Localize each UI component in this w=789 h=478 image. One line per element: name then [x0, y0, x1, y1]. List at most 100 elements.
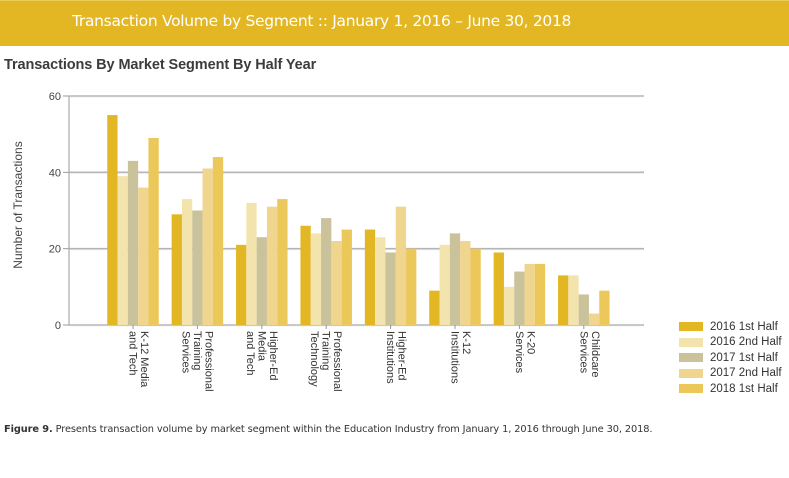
- legend-item: 2017 2nd Half: [679, 366, 782, 382]
- bar: [375, 237, 386, 325]
- bar: [212, 157, 224, 325]
- bar: [588, 313, 600, 325]
- bar: [460, 241, 471, 325]
- legend-label: 2016 2nd Half: [710, 336, 782, 349]
- x-tick-label-line: Professional: [202, 331, 214, 392]
- legend-label: 2016 1st Half: [710, 320, 778, 333]
- bar: [341, 229, 352, 325]
- x-tick-label-line: Media: [255, 331, 267, 362]
- bar: [138, 187, 149, 325]
- bar: [331, 241, 342, 325]
- bar: [395, 206, 407, 325]
- bar: [514, 271, 525, 325]
- bar: [266, 206, 278, 325]
- legend-swatch: [679, 368, 703, 378]
- caption-text: Presents transaction volume by market se…: [52, 424, 653, 435]
- caption-label: Figure 9.: [4, 424, 53, 435]
- x-tick-label-line: Higher-Ed: [396, 331, 408, 381]
- bar: [192, 210, 203, 325]
- legend-label: 2017 2nd Half: [710, 367, 782, 380]
- legend-swatch: [679, 322, 703, 332]
- legend-label: 2017 1st Half: [710, 351, 778, 364]
- legend-label: 2018 1st Half: [710, 382, 778, 395]
- bar-group: [429, 233, 481, 325]
- bar: [321, 218, 332, 325]
- x-tick-label-line: Services: [513, 331, 525, 374]
- x-tick-label-line: Childcare: [589, 331, 601, 377]
- banner-title: Transaction Volume by Segment :: January…: [72, 12, 572, 30]
- bar-group: [171, 157, 224, 325]
- bar: [493, 252, 504, 325]
- bar: [599, 290, 610, 325]
- bar: [558, 275, 569, 325]
- y-tick-label: 60: [49, 91, 61, 103]
- figure-caption: Figure 9. Presents transaction volume by…: [4, 424, 653, 435]
- x-tick-label-line: Institutions: [449, 331, 461, 384]
- x-tick-label-line: Training: [191, 331, 203, 370]
- bar: [364, 229, 376, 325]
- bar: [310, 233, 322, 325]
- x-tick-label-line: Training: [320, 331, 332, 370]
- bar-group: [107, 115, 159, 325]
- bar: [236, 244, 247, 325]
- bar: [202, 168, 213, 325]
- x-tick-label-line: Institutions: [384, 331, 396, 384]
- x-tick-label-line: and Tech: [244, 331, 256, 375]
- legend-swatch: [679, 384, 703, 394]
- bar: [503, 286, 515, 325]
- bar: [385, 252, 396, 325]
- bar-group: [493, 252, 546, 325]
- bar: [568, 275, 579, 325]
- x-tick-label-line: Higher-Ed: [267, 331, 279, 381]
- gridlines: [69, 95, 644, 327]
- y-axis-title: Number of Transactions: [11, 141, 25, 268]
- bars: [107, 115, 610, 325]
- bar: [127, 160, 139, 325]
- x-tick-label-line: K-20: [524, 331, 536, 354]
- y-axis: 0 20 40 60: [49, 91, 70, 332]
- bar: [246, 202, 257, 325]
- x-tick-label-line: Services: [577, 331, 589, 374]
- bar: [470, 248, 481, 325]
- bar: [406, 248, 417, 325]
- y-tick-label: 40: [49, 167, 61, 179]
- x-tick-label-line: Technology: [308, 331, 320, 387]
- bar-group: [558, 275, 610, 325]
- legend-item: 2018 1st Half: [679, 381, 782, 397]
- bar: [117, 176, 128, 325]
- bar: [107, 115, 118, 325]
- x-tick-label-line: K-12: [460, 331, 472, 354]
- bar: [439, 244, 450, 325]
- bar-group: [300, 218, 352, 325]
- x-tick-label-line: Professional: [331, 331, 343, 392]
- legend-item: 2016 2nd Half: [679, 335, 782, 351]
- bar: [148, 137, 159, 325]
- y-tick-label: 0: [55, 320, 61, 332]
- legend-item: 2017 1st Half: [679, 350, 782, 366]
- x-tick-label-line: and Tech: [127, 331, 139, 375]
- legend-item: 2016 1st Half: [679, 319, 782, 335]
- bar: [256, 237, 267, 325]
- bar: [277, 199, 288, 325]
- bar-group: [364, 206, 417, 325]
- x-tick-label-line: Services: [179, 331, 191, 374]
- y-tick-label: 20: [49, 244, 61, 256]
- bar: [534, 263, 546, 325]
- legend: 2016 1st Half 2016 2nd Half 2017 1st Half 2…: [679, 319, 782, 397]
- bar: [171, 214, 182, 325]
- bar: [524, 263, 535, 325]
- bar: [449, 233, 461, 325]
- bar: [429, 290, 440, 325]
- header-banner: Transaction Volume by Segment :: January…: [0, 0, 789, 46]
- chart-title: Transactions By Market Segment By Half Y…: [4, 57, 317, 73]
- bar: [300, 225, 311, 325]
